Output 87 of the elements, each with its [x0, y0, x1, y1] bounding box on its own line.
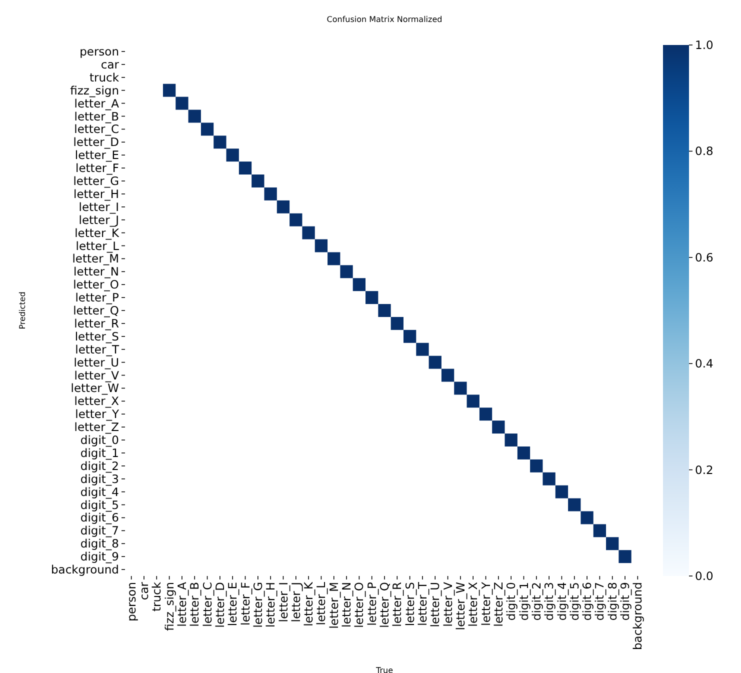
y-tick-label: letter_J: [78, 212, 119, 227]
y-tick-label: letter_V: [74, 368, 120, 382]
x-tick-label: letter_H: [264, 582, 278, 628]
x-tick-label: digit_3: [542, 582, 556, 621]
y-tick-label: digit_9: [80, 550, 119, 564]
y-tick-label: letter_N: [74, 264, 119, 279]
x-tick-label: digit_7: [592, 582, 607, 621]
x-tick-label: letter_P: [364, 582, 379, 626]
y-tick-label: letter_K: [74, 226, 120, 240]
x-tick-label: letter_E: [226, 582, 240, 626]
y-tick-label: digit_0: [80, 433, 119, 448]
x-tick-label: letter_C: [200, 582, 214, 627]
x-tick-label: letter_W: [453, 582, 468, 630]
y-tick-label: letter_L: [76, 238, 120, 253]
y-tick-label: letter_A: [74, 96, 120, 110]
y-tick-label: letter_R: [74, 316, 119, 330]
y-tick-label: letter_Z: [74, 420, 120, 434]
color-bar-label: 0.6: [695, 250, 714, 264]
x-tick-label: letter_Y: [478, 581, 493, 626]
x-tick-label: letter_B: [188, 582, 202, 627]
y-tick-label: digit_8: [80, 536, 119, 551]
color-bar-label: 0.8: [695, 144, 714, 158]
y-tick-label: letter_S: [74, 329, 119, 344]
x-tick-label: letter_J: [288, 582, 303, 622]
y-tick-label: letter_G: [73, 174, 119, 188]
y-tick-label: letter_D: [73, 135, 120, 150]
x-tick-label: letter_K: [302, 582, 316, 626]
x-tick-label: letter_Z: [491, 582, 506, 627]
y-axis-title: Predicted: [18, 292, 27, 330]
x-tick-label: background: [630, 582, 645, 650]
x-tick-label: letter_I: [276, 582, 290, 622]
y-tick-label: digit_6: [80, 510, 119, 525]
x-tick-label: letter_D: [212, 582, 227, 628]
y-tick-label: letter_I: [78, 200, 119, 214]
y-tick-label: letter_B: [74, 109, 120, 124]
x-tick-label: letter_M: [326, 582, 341, 629]
y-tick-label: person: [80, 44, 119, 58]
y-tick-label: digit_3: [80, 472, 119, 486]
x-tick-label: letter_X: [466, 582, 480, 627]
x-tick-label: digit_8: [605, 582, 620, 621]
y-tick-label: letter_E: [74, 148, 119, 162]
y-tick-label: background: [50, 562, 119, 577]
x-tick-label: letter_U: [428, 582, 442, 628]
x-tick-label: car: [137, 582, 152, 600]
color-bar-label: 0.2: [695, 462, 714, 477]
y-tick-label: digit_2: [80, 458, 119, 473]
x-tick-label: digit_9: [618, 582, 632, 621]
x-tick-label: digit_4: [554, 582, 569, 621]
x-tick-label: letter_N: [340, 582, 354, 628]
x-tick-label: letter_G: [250, 582, 265, 628]
y-tick-label: letter_Y: [75, 407, 120, 422]
x-tick-label: letter_L: [314, 581, 328, 626]
color-bar-label: 0.4: [695, 356, 714, 371]
y-tick-label: digit_5: [80, 498, 119, 512]
x-tick-label: letter_S: [402, 582, 417, 626]
x-tick-label: fizz_sign: [162, 582, 176, 631]
x-tick-label: letter_V: [440, 582, 455, 627]
x-axis-title: True: [375, 666, 394, 673]
color-bar-label: 0.0: [695, 569, 714, 584]
y-tick-label: letter_F: [76, 161, 119, 176]
y-tick-label: letter_Q: [73, 304, 119, 318]
y-tick-label: letter_C: [74, 122, 119, 136]
y-tick-label: letter_W: [70, 381, 119, 396]
y-tick-label: letter_M: [72, 252, 119, 266]
y-tick-label: letter_U: [74, 355, 119, 370]
y-tick-label: letter_O: [73, 278, 119, 292]
y-tick-label: letter_P: [75, 290, 120, 305]
y-tick-label: letter_H: [74, 186, 119, 201]
y-tick-label: letter_T: [75, 342, 120, 356]
y-tick-label: truck: [89, 70, 120, 84]
x-tick-label: letter_O: [352, 582, 366, 628]
x-tick-label: digit_6: [580, 582, 594, 621]
y-tick-label: digit_7: [80, 524, 119, 538]
x-tick-label: digit_0: [504, 582, 518, 621]
y-tick-label: fizz_sign: [70, 83, 119, 98]
y-tick-label: letter_X: [74, 394, 120, 408]
color-bar-label: 1.0: [695, 38, 714, 52]
x-tick-label: letter_T: [416, 581, 430, 626]
y-tick-label: digit_4: [80, 484, 119, 499]
y-tick-label: digit_1: [80, 446, 119, 460]
x-tick-label: letter_Q: [378, 582, 392, 628]
chart-title: Confusion Matrix Normalized: [326, 15, 442, 24]
x-tick-label: truck: [150, 582, 164, 612]
y-tick-label: car: [100, 57, 120, 72]
x-tick-label: digit_1: [516, 582, 531, 621]
x-tick-label: letter_F: [238, 582, 252, 626]
x-tick-label: letter_R: [390, 582, 404, 627]
